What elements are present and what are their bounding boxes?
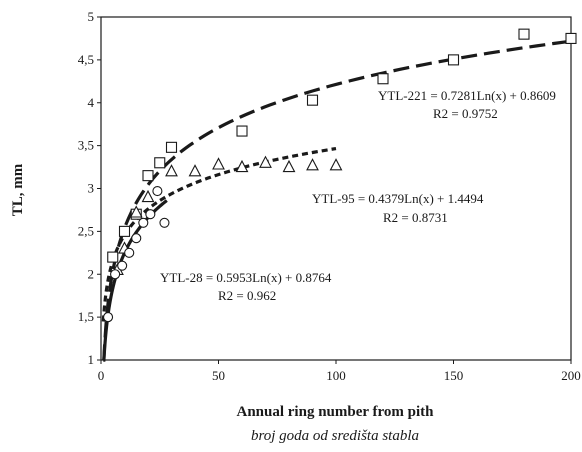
data-point-ytl-28 <box>117 260 128 271</box>
data-point-ytl-95 <box>329 158 343 171</box>
data-point-ytl-221 <box>306 94 319 106</box>
data-point-ytl-221 <box>518 28 530 40</box>
data-point-ytl-28 <box>145 209 156 220</box>
data-point-ytl-95 <box>282 159 296 173</box>
data-point-ytl-95 <box>235 159 249 173</box>
data-point-ytl-28 <box>159 217 170 228</box>
data-point-ytl-28 <box>138 217 149 228</box>
data-point-ytl-221 <box>165 141 178 153</box>
x-tick-label: 50 <box>212 368 225 383</box>
trend-equation-ytl-221: YTL-221 = 0.7281Ln(x) + 0.8609 <box>378 88 556 103</box>
axes-layer: 11,522,533,544,550 50 100 150 200 <box>78 9 581 383</box>
data-point-ytl-28 <box>131 233 142 244</box>
data-point-ytl-221 <box>154 157 166 169</box>
trendline-ytl-28 <box>102 199 168 362</box>
trend-r2-ytl-95: R2 = 0.8731 <box>383 210 448 225</box>
trend-equation-ytl-95: YTL-95 = 0.4379Ln(x) + 1.4494 <box>312 191 484 206</box>
y-tick-label: 3 <box>88 181 95 196</box>
data-point-ytl-221 <box>447 54 460 66</box>
data-point-ytl-221 <box>565 32 577 44</box>
x-tick-label: 0 <box>98 368 105 383</box>
trend-r2-ytl-221: R2 = 0.9752 <box>433 106 498 121</box>
x-tick-label: 100 <box>326 368 346 383</box>
data-point-ytl-221 <box>107 251 119 263</box>
y-tick-label: 3,5 <box>78 138 94 153</box>
data-point-ytl-95 <box>141 189 155 203</box>
trendline-ytl-95 <box>101 146 337 322</box>
trend-equation-ytl-28: YTL-28 = 0.5953Ln(x) + 0.8764 <box>160 270 332 285</box>
plot-area <box>100 16 572 361</box>
data-point-ytl-221 <box>377 73 389 85</box>
x-tick-label: 200 <box>561 368 581 383</box>
data-point-ytl-28 <box>124 247 135 258</box>
y-tick-label: 5 <box>88 9 95 24</box>
data-point-ytl-95 <box>129 205 143 218</box>
x-tick-label: 150 <box>444 368 464 383</box>
data-point-ytl-28 <box>103 312 114 323</box>
data-point-ytl-95 <box>259 155 272 168</box>
x-axis-label: Annual ring number from pith <box>237 404 435 420</box>
series-layer <box>101 28 577 362</box>
y-tick-label: 4 <box>88 95 95 110</box>
trendline-ytl-221 <box>102 39 572 362</box>
data-point-ytl-95 <box>212 157 225 170</box>
data-point-ytl-95 <box>165 164 178 177</box>
data-point-ytl-28 <box>152 186 163 197</box>
data-point-ytl-95 <box>306 158 319 171</box>
y-axis-label: TL, mm <box>10 163 26 216</box>
y-tick-label: 4,5 <box>78 52 94 67</box>
y-tick-label: 1 <box>88 352 95 367</box>
data-point-ytl-28 <box>110 269 121 280</box>
y-tick-label: 2,5 <box>78 223 94 238</box>
data-point-ytl-221 <box>118 225 131 237</box>
trend-r2-ytl-28: R2 = 0.962 <box>218 288 276 303</box>
data-point-ytl-95 <box>188 164 202 177</box>
plot-frame <box>100 16 572 361</box>
y-tick-label: 2 <box>88 266 95 281</box>
data-point-ytl-221 <box>142 170 154 182</box>
data-point-ytl-221 <box>236 125 248 137</box>
x-axis-sublabel: broj goda od središta stabla <box>251 428 419 444</box>
y-tick-label: 1,5 <box>78 309 94 324</box>
